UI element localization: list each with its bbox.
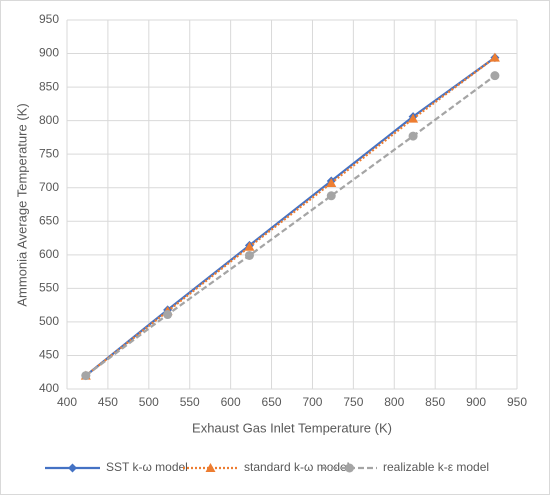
marker: [326, 178, 337, 188]
x-tick-label: 950: [507, 395, 527, 409]
x-tick-label: 700: [302, 395, 322, 409]
y-tick-label: 450: [39, 348, 59, 362]
marker: [408, 131, 418, 141]
y-tick-label: 400: [39, 381, 59, 395]
marker: [408, 113, 419, 123]
legend-marker: [345, 463, 354, 473]
marker: [163, 310, 173, 320]
x-tick-label: 900: [466, 395, 486, 409]
y-tick-label: 700: [39, 180, 59, 194]
marker: [490, 71, 500, 81]
y-tick-label: 500: [39, 314, 59, 328]
y-tick-label: 600: [39, 247, 59, 261]
x-tick-label: 750: [343, 395, 363, 409]
y-tick-label: 800: [39, 113, 59, 127]
series-line: [85, 56, 496, 377]
y-tick-label: 550: [39, 281, 59, 295]
x-axis-title: Exhaust Gas Inlet Temperature (K): [192, 420, 392, 435]
x-tick-label: 500: [139, 395, 159, 409]
series-line: [85, 74, 496, 377]
x-tick-label: 450: [98, 395, 118, 409]
legend-label: SST k-ω model: [106, 460, 188, 474]
x-tick-label: 600: [221, 395, 241, 409]
legend-marker: [205, 463, 216, 472]
marker: [326, 191, 336, 201]
x-tick-label: 550: [180, 395, 200, 409]
legend-label: realizable k-ε model: [383, 460, 489, 474]
y-tick-label: 900: [39, 46, 59, 60]
x-tick-label: 800: [384, 395, 404, 409]
marker: [81, 371, 91, 381]
y-tick-label: 850: [39, 79, 59, 93]
marker: [489, 52, 500, 62]
marker: [244, 241, 255, 251]
y-tick-label: 650: [39, 213, 59, 227]
legend-marker: [68, 463, 77, 473]
legend-label: standard k-ω model: [244, 460, 349, 474]
series-line: [85, 56, 496, 377]
x-tick-label: 850: [425, 395, 445, 409]
marker: [244, 250, 254, 260]
y-axis-title: Ammonia Average Temperature (K): [14, 103, 29, 306]
x-tick-label: 400: [57, 395, 77, 409]
y-tick-label: 950: [39, 12, 59, 26]
x-tick-label: 650: [262, 395, 282, 409]
y-tick-label: 750: [39, 146, 59, 160]
